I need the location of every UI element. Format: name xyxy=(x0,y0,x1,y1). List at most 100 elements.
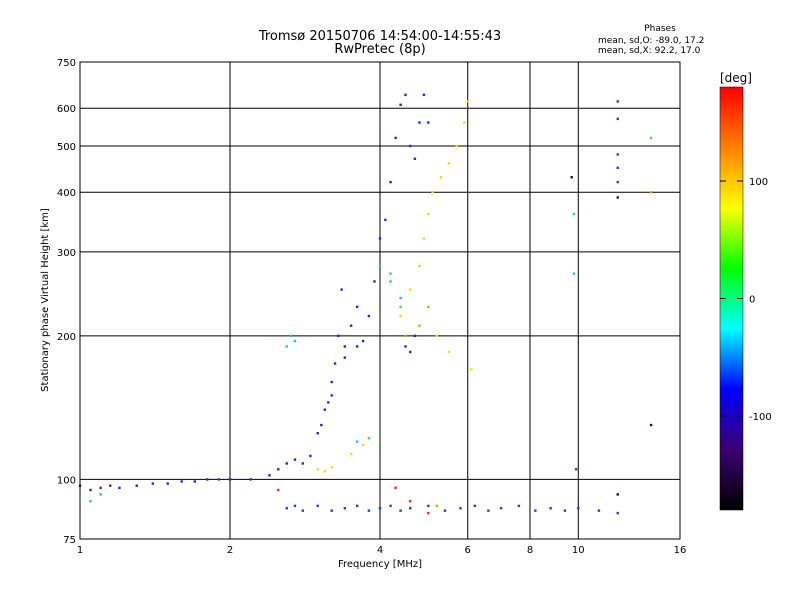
data-point-lower-band xyxy=(316,504,319,508)
data-point-lower-band xyxy=(574,468,578,471)
data-point-green xyxy=(367,437,371,440)
data-point-lower-band xyxy=(616,166,619,170)
data-point-blue xyxy=(180,480,183,483)
data-point-green xyxy=(399,305,402,309)
data-point-lower-band xyxy=(427,504,430,508)
data-point-lower-band xyxy=(534,509,537,512)
data-point-lower-band xyxy=(616,117,619,121)
data-point-blue xyxy=(285,462,288,465)
chart-title: Tromsø 20150706 14:54:00-14:55:43 xyxy=(258,29,501,44)
data-point-blue xyxy=(217,478,221,481)
data-point-yellow xyxy=(418,264,421,268)
data-point-blue xyxy=(378,237,382,240)
data-point-red xyxy=(409,500,412,503)
data-point-blue xyxy=(394,136,397,140)
colorbar-tick-label: 0 xyxy=(749,295,755,306)
data-point-blue xyxy=(367,314,371,318)
data-point-lower-band xyxy=(616,511,619,515)
phase-box-line-o: mean, sd,O: -89.0, 17.2 xyxy=(598,36,704,46)
data-point-blue xyxy=(422,93,426,97)
data-point-blue xyxy=(343,345,347,348)
data-point-blue xyxy=(409,350,412,354)
data-point-lower-band xyxy=(389,504,392,508)
data-point-orange xyxy=(418,324,421,327)
data-point-blue xyxy=(99,486,102,490)
data-point-yellow xyxy=(349,452,353,456)
data-point-red xyxy=(394,486,397,490)
data-point-lower-band xyxy=(378,507,382,510)
data-point-blue xyxy=(384,218,387,222)
y-tick-label: 100 xyxy=(57,475,76,486)
data-point-lower-band xyxy=(399,509,402,512)
data-point-blue xyxy=(418,121,421,124)
data-point-lower-band xyxy=(409,507,412,510)
data-point-blue xyxy=(333,362,337,365)
data-point-blue xyxy=(166,482,169,485)
data-point-blue xyxy=(135,484,138,487)
data-point-yellow xyxy=(462,121,466,124)
data-point-lower-band xyxy=(343,507,347,510)
data-point-blue xyxy=(355,305,359,309)
colorbar-ticks: 100 0 -100 xyxy=(720,177,772,423)
colorbar-tick-label: -100 xyxy=(749,412,772,423)
phase-box-line-x: mean, sd,X: 92.2, 17.0 xyxy=(598,46,701,56)
data-point-lower-band xyxy=(563,509,567,512)
data-point-yellow xyxy=(427,212,430,216)
y-tick-label: 200 xyxy=(57,332,76,343)
data-point-yellow xyxy=(439,176,443,179)
data-point-blue xyxy=(268,474,271,477)
x-tick-label: 10 xyxy=(572,545,585,556)
data-point-lower-band xyxy=(577,507,580,510)
data-point-blue xyxy=(205,478,209,481)
data-point-cyan xyxy=(572,272,576,275)
data-point-lower-band xyxy=(355,504,359,508)
data-point-cyan xyxy=(285,345,288,348)
y-axis-label: Stationary phase Virtual Height [km] xyxy=(40,208,51,392)
y-tick-label: 500 xyxy=(57,142,76,153)
data-point-lower-band xyxy=(517,504,521,508)
data-point-lower-band xyxy=(616,180,619,184)
data-point-blue xyxy=(151,482,155,485)
x-tick-label: 16 xyxy=(674,545,687,556)
data-point-red xyxy=(277,488,280,492)
data-point-yellow xyxy=(330,466,333,469)
data-point-green xyxy=(649,136,653,140)
data-point-orange xyxy=(427,305,430,309)
data-point-blue xyxy=(330,394,333,397)
data-point-blue xyxy=(404,93,407,97)
grid-lines xyxy=(80,62,680,539)
data-point-blue xyxy=(228,478,232,481)
data-point-lower-band xyxy=(549,507,552,510)
data-point-yellow xyxy=(447,162,451,165)
data-point-lower-band xyxy=(459,507,462,510)
y-tick-label: 600 xyxy=(57,104,76,115)
y-axis-ticks: 75 100 200 300 400 500 600 750 xyxy=(57,58,76,546)
data-point-blue xyxy=(409,144,412,148)
data-point-blue xyxy=(361,339,365,343)
data-point-blue xyxy=(399,103,402,107)
data-point-lower-band xyxy=(597,509,601,512)
data-point-yellow xyxy=(435,334,438,338)
data-point-dark xyxy=(570,176,573,179)
data-point-blue xyxy=(89,488,92,492)
data-point-blue xyxy=(343,356,347,359)
data-point-blue xyxy=(389,180,392,184)
data-point-blue xyxy=(323,408,327,411)
data-point-blue xyxy=(413,157,417,161)
data-point-blue xyxy=(249,478,252,481)
data-point-cyan xyxy=(355,440,359,443)
data-point-blue xyxy=(309,454,312,458)
data-point-blue xyxy=(316,431,319,435)
data-point-orange xyxy=(404,334,407,338)
data-point-red xyxy=(427,511,430,515)
data-point-blue xyxy=(320,423,323,427)
data-point-cyan xyxy=(572,212,576,216)
x-tick-label: 2 xyxy=(227,545,233,556)
data-point-cyan xyxy=(389,280,392,283)
data-point-blue xyxy=(118,486,121,490)
x-axis-label: Frequency [MHz] xyxy=(338,559,422,570)
data-point-lower-band xyxy=(487,509,490,512)
data-point-yellow xyxy=(399,314,402,318)
data-point-green xyxy=(389,272,392,275)
